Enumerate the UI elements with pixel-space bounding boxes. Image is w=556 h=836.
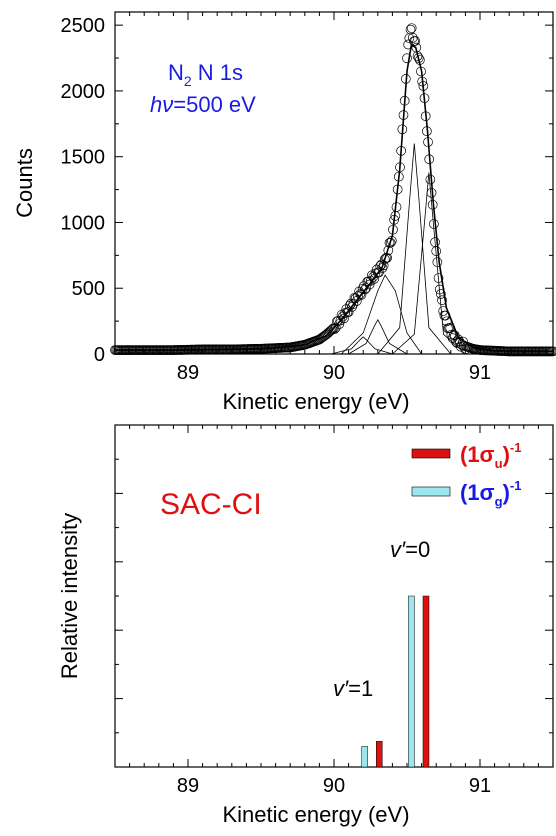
fit-total-line <box>115 43 554 353</box>
legend-swatch-sigma-g <box>411 486 451 497</box>
legend-label-sigma-u: (1σu)-1 <box>460 440 521 471</box>
data-point <box>339 313 349 324</box>
data-point <box>379 254 390 265</box>
data-point <box>361 283 371 293</box>
data-point <box>356 290 367 300</box>
annotation-v0: v′=0 <box>390 537 430 562</box>
top-annotation-line1: N2 N 1s <box>168 60 243 89</box>
bottom-panel: 89 90 91 SAC-CI (1σu)-1 (1σg)-1 v′=0 v′=1 … <box>57 424 554 827</box>
bottom-tick-labels: 89 90 91 <box>177 775 491 797</box>
x-tick-label: 89 <box>177 775 199 797</box>
fit-component-line <box>348 318 408 355</box>
data-point <box>431 246 442 256</box>
y-tick-label: 2500 <box>61 15 106 37</box>
x-tick-label: 90 <box>323 775 345 797</box>
data-point <box>402 53 412 64</box>
top-tick-labels: 89 90 91 0 500 1000 1500 2000 2500 <box>61 15 492 384</box>
legend: (1σu)-1 (1σg)-1 <box>411 440 521 509</box>
data-point <box>332 316 342 327</box>
bar <box>361 746 368 768</box>
fit-component-line <box>330 336 393 355</box>
top-panel: 89 90 91 0 500 1000 1500 2000 2500 N2 N 1s hν=50… <box>12 11 556 414</box>
bottom-ticks <box>115 424 554 767</box>
data-point <box>330 322 341 333</box>
y-tick-label: 0 <box>94 344 105 366</box>
legend-swatch-sigma-u <box>411 448 451 459</box>
x-tick-label: 91 <box>469 775 491 797</box>
data-point <box>385 237 396 248</box>
bottom-plot-frame <box>114 424 554 768</box>
data-point <box>410 36 421 46</box>
bottom-x-axis-label: Kinetic energy (eV) <box>222 802 409 827</box>
y-tick-label: 2000 <box>61 81 106 103</box>
fit-total-curve <box>115 43 554 353</box>
data-point <box>369 273 380 284</box>
fit-component-line <box>377 143 452 355</box>
bottom-y-axis-label: Relative intensity <box>57 513 82 679</box>
data-point <box>452 338 463 348</box>
data-point <box>429 219 439 229</box>
bars <box>361 595 430 768</box>
sac-ci-title: SAC-CI <box>160 488 262 521</box>
y-tick-label: 1500 <box>61 147 106 169</box>
x-tick-label: 89 <box>177 362 199 384</box>
fit-component-line <box>392 172 466 355</box>
y-tick-label: 1000 <box>61 212 106 234</box>
data-point <box>406 23 417 34</box>
bar <box>408 595 415 768</box>
y-tick-label: 500 <box>72 278 105 300</box>
data-point <box>433 273 444 283</box>
top-x-axis-label: Kinetic energy (eV) <box>222 389 409 414</box>
bar <box>422 595 430 768</box>
data-point <box>348 299 359 310</box>
data-point <box>325 326 335 337</box>
bar <box>376 741 383 768</box>
fit-components <box>330 143 466 355</box>
x-tick-label: 91 <box>469 362 491 384</box>
annotation-v1: v′=1 <box>333 676 373 701</box>
data-point <box>437 295 447 306</box>
data-point <box>436 289 446 299</box>
fit-component-line <box>341 274 422 355</box>
top-annotation-line2: hν=500 eV <box>150 92 256 117</box>
data-point <box>455 341 466 352</box>
x-tick-label: 90 <box>323 362 345 384</box>
legend-label-sigma-g: (1σg)-1 <box>460 478 521 509</box>
top-y-axis-label: Counts <box>12 148 37 218</box>
data-point <box>432 257 443 268</box>
